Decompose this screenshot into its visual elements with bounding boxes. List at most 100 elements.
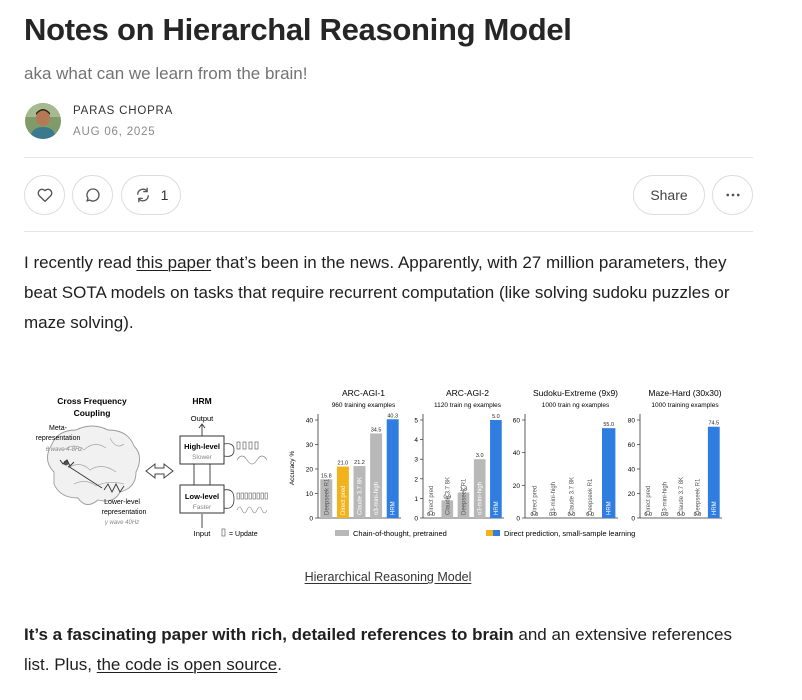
chart-subtitle: 1120 train ng examples [434,402,502,409]
paragraph-intro: I recently read this paper that’s been i… [24,248,754,338]
bar-value-label: 0.0 [549,512,557,518]
double-arrow-icon [145,462,174,480]
chart-title: Sudoku-Extreme (9x9) [533,388,618,398]
divider-bottom [24,231,753,232]
bar [707,426,720,518]
y-tick-label: 1 [414,496,418,503]
caption-link[interactable]: Hierarchical Reasoning Model [304,570,472,584]
cfc-title-2: Coupling [74,408,111,418]
bar-value-label: 34.5 [371,427,382,433]
chart-title: ARC-AGI-1 [342,388,385,398]
low-loop [223,489,235,509]
like-button[interactable] [24,175,65,215]
category-label: Direct pred [341,486,347,515]
bar [490,420,502,518]
bar-value-label: 0.0 [644,512,652,518]
bar [320,479,333,518]
y-tick-label: 80 [628,418,636,425]
y-tick-label: 20 [628,491,636,498]
category-label: Deepseek R1 [695,478,701,515]
category-label: HRM [391,501,397,515]
bar-value-label: 21.0 [338,461,349,467]
bar [353,466,366,518]
legend-swatch-blue [493,530,500,536]
y-tick-label: 60 [513,418,521,425]
low-level-box [179,484,225,514]
bar-value-label: 0.0 [661,512,669,518]
category-label: o3-mini-high [374,482,380,515]
lower-wave [103,482,125,494]
high-loop [223,443,235,457]
update-slots-low [236,492,268,500]
legend-cot: Chain-of-thought, pretrained [353,529,447,538]
y-tick-label: 0 [516,516,520,523]
category-label: Deepseek R1 [588,478,594,515]
post-title: Notes on Hierarchal Reasoning Model [24,12,572,47]
y-tick-label: 30 [306,442,314,449]
bar-value-label: 0.9 [443,494,451,500]
y-tick-label: 2 [414,476,418,483]
legend-swatch-orange [486,530,493,536]
benchmark-charts: ARC-AGI-1 960 training examples Accuracy %… [289,388,722,523]
y-tick-label: 20 [513,483,521,490]
bar-value-label: 0.0 [568,512,576,518]
code-link[interactable]: the code is open source [96,655,278,674]
comment-icon [85,188,100,202]
update-label: = Update [229,531,258,538]
y-tick-label: 0 [631,516,635,523]
restack-button[interactable]: 1 [121,175,181,215]
bar-value-label: 3.0 [476,453,484,459]
y-tick-label: 0 [309,516,313,523]
category-label: o3-mini-high [663,482,669,515]
category-label: HRM [712,501,718,515]
bar [386,419,399,518]
hrm-figure[interactable]: Cross Frequency Coupling Meta- represent… [24,380,724,540]
bar [370,433,383,518]
bar [457,492,470,518]
hrm-diagram: HRM Output High-level Slower Low-level F… [179,396,268,538]
meta-label-2: representation [36,435,81,442]
bar [441,500,454,518]
meta-freq: θ wave 4-8Hz [46,447,83,453]
author-name[interactable]: PARAS CHOPRA [73,105,174,117]
y-tick-label: 3 [414,457,418,464]
fast-wave [236,506,268,514]
bar-value-label: 0.0 [530,512,538,518]
figure-caption: Hierarchical Reasoning Model [0,570,776,584]
slow-wave [236,455,268,465]
lower-label: Lower-level [104,499,140,506]
chart-title: Maze-Hard (30x30) [648,388,721,398]
category-label: Claude 3.7 8K [445,477,451,515]
y-tick-label: 60 [628,442,636,449]
faster-label: Faster [193,504,212,511]
post-date: AUG 06, 2025 [73,126,156,138]
more-button[interactable] [712,175,753,215]
y-tick-label: 40 [628,467,636,474]
bar-value-label: 21.2 [354,460,365,466]
cfc-diagram: Cross Frequency Coupling Meta- represent… [36,396,147,526]
paragraph-text: and an extensive references list. Plus, [24,625,732,674]
category-label: Claude 3.7 8K [570,477,576,515]
category-label: o3-mini-high [478,482,484,515]
y-tick-label: 40 [306,418,314,425]
share-button[interactable]: Share [633,175,705,215]
paper-link[interactable]: this paper [136,253,212,272]
restack-icon [136,187,149,203]
meta-label: Meta- [49,425,68,432]
high-level-box [179,435,225,465]
comment-button[interactable] [72,175,113,215]
bar-value-label: 0.0 [427,512,435,518]
y-tick-label: 4 [414,437,418,444]
paragraph-text: that’s been in the news. Apparently, wit… [24,253,730,332]
category-label: Deepseek R1 [462,478,468,515]
category-label: HRM [607,501,613,515]
cfc-title: Cross Frequency [57,396,127,406]
bar-value-label: 15.8 [321,473,332,479]
divider-top [24,157,753,158]
legend-swatch-cot [335,530,349,536]
paragraph-text: I recently read [24,253,137,272]
coupling-arrow [67,465,103,489]
y-tick-label: 20 [306,467,314,474]
bar-value-label: 0.0 [677,512,685,518]
author-avatar[interactable] [25,103,61,139]
